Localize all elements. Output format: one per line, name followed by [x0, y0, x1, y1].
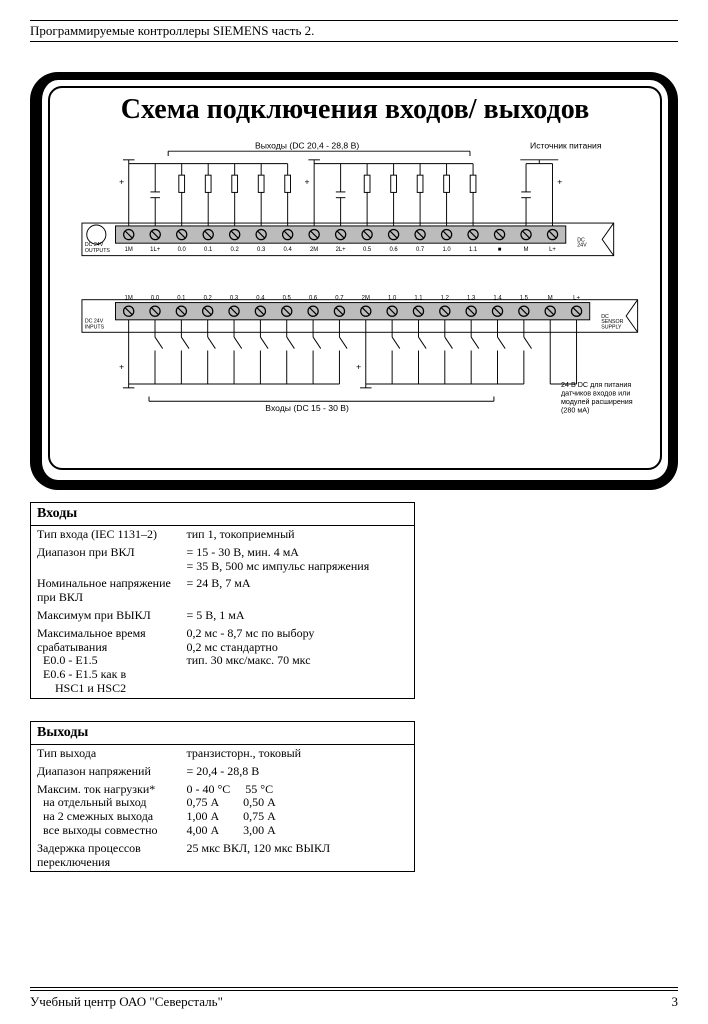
svg-text:1.5: 1.5	[520, 296, 529, 302]
spec-value: = 15 - 30 В, мин. 4 мА= 35 В, 500 мс имп…	[181, 544, 415, 576]
svg-text:24 В DC для питания: 24 В DC для питания	[561, 381, 631, 389]
svg-text:0.6: 0.6	[309, 296, 318, 302]
svg-text:2L+: 2L+	[336, 247, 347, 253]
svg-text:(280 мA): (280 мA)	[561, 407, 589, 415]
svg-text:+: +	[119, 177, 124, 187]
svg-text:2M: 2M	[362, 296, 370, 302]
svg-text:+: +	[356, 362, 361, 372]
svg-text:M: M	[548, 296, 553, 302]
svg-text:0.3: 0.3	[230, 296, 239, 302]
svg-text:0.5: 0.5	[283, 296, 292, 302]
svg-text:+: +	[557, 177, 562, 187]
spec-label: Диапазон при ВКЛ	[31, 544, 181, 576]
spec-value: = 5 В, 1 мА	[181, 607, 415, 625]
svg-text:Источник питания: Источник питания	[530, 140, 602, 150]
inputs-spec-table: Входы Тип входа (IEC 1131–2)тип 1, токоп…	[30, 502, 415, 699]
spec-value: 0 - 40 °C 55 °C0,75 А 0,50 А1,00 А 0,75 …	[181, 781, 415, 840]
spec-label: Номинальное напряжение при ВКЛ	[31, 575, 181, 607]
svg-text:INPUTS: INPUTS	[85, 324, 105, 330]
outputs-table-header: Выходы	[31, 721, 415, 744]
svg-text:L+: L+	[549, 247, 556, 253]
svg-text:1M: 1M	[125, 296, 133, 302]
svg-text:Выходы (DC 20,4 - 28,8 В): Выходы (DC 20,4 - 28,8 В)	[255, 140, 359, 150]
spec-value: 0,2 мс - 8,7 мс по выбору0,2 мс стандарт…	[181, 625, 415, 698]
spec-label: Максимальное время срабатывания E0.0 - E…	[31, 625, 181, 698]
svg-text:1.0: 1.0	[388, 296, 397, 302]
svg-text:1.1: 1.1	[469, 247, 477, 253]
svg-text:0.2: 0.2	[231, 247, 239, 253]
spec-label: Тип входа (IEC 1131–2)	[31, 526, 181, 544]
outputs-spec-table: Выходы Тип выходатранзисторн., токовыйДи…	[30, 721, 415, 872]
rule-top	[30, 20, 678, 21]
svg-text:1.4: 1.4	[493, 296, 502, 302]
svg-text:0.0: 0.0	[151, 296, 160, 302]
svg-text:+: +	[119, 362, 124, 372]
rule-under-header	[30, 41, 678, 42]
rule-foot-2	[30, 990, 678, 991]
svg-text:1L+: 1L+	[150, 247, 161, 253]
page-header: Программируемые контроллеры SIEMENS част…	[30, 23, 678, 39]
svg-text:+: +	[305, 177, 310, 187]
svg-text:0.3: 0.3	[257, 247, 266, 253]
svg-text:0.6: 0.6	[389, 247, 398, 253]
svg-text:1.0: 1.0	[442, 247, 451, 253]
wiring-diagram-inner: Схема подключения входов/ выходов 1M 1L+ 0…	[48, 86, 662, 470]
spec-label: Тип выхода	[31, 744, 181, 762]
svg-text:датчиков входов или: датчиков входов или	[561, 390, 630, 398]
inputs-table-header: Входы	[31, 503, 415, 526]
svg-text:1M: 1M	[125, 247, 133, 253]
svg-text:1.2: 1.2	[441, 296, 449, 302]
svg-text:0.1: 0.1	[204, 247, 212, 253]
svg-text:2M: 2M	[310, 247, 318, 253]
spec-label: Максим. ток нагрузки* на отдельный выход…	[31, 781, 181, 840]
spec-value: = 24 В, 7 мА	[181, 575, 415, 607]
svg-text:Входы (DC 15 - 30 В): Входы (DC 15 - 30 В)	[265, 403, 349, 413]
spec-value: транзисторн., токовый	[181, 744, 415, 762]
diagram-title: Схема подключения входов/ выходов	[58, 94, 652, 126]
svg-text:1.1: 1.1	[414, 296, 422, 302]
svg-text:■: ■	[498, 247, 502, 253]
svg-text:0.2: 0.2	[204, 296, 212, 302]
svg-text:24V: 24V	[577, 243, 587, 249]
svg-text:0.1: 0.1	[177, 296, 185, 302]
spec-value: тип 1, токоприемный	[181, 526, 415, 544]
svg-text:0.4: 0.4	[256, 296, 265, 302]
svg-text:0.7: 0.7	[335, 296, 343, 302]
page-footer: Учебный центр ОАО "Северсталь" 3	[30, 987, 678, 1010]
svg-text:SUPPLY: SUPPLY	[601, 324, 622, 330]
spec-value: = 20,4 - 28,8 В	[181, 763, 415, 781]
svg-text:модулей расширения: модулей расширения	[561, 398, 633, 406]
footer-page: 3	[672, 994, 679, 1010]
footer-org: Учебный центр ОАО "Северсталь"	[30, 994, 223, 1010]
spec-label: Задержка процессов переключения	[31, 840, 181, 872]
svg-text:0.7: 0.7	[416, 247, 424, 253]
svg-text:L+: L+	[573, 296, 580, 302]
wiring-diagram-svg: 1M 1L+ 0.0 0.1 0.2 0.3 0.4 2M 2L+ 0.5 0.6 0.7 1.0 1.1…	[58, 128, 652, 462]
spec-value: 25 мкс ВКЛ, 120 мкс ВЫКЛ	[181, 840, 415, 872]
svg-text:0.5: 0.5	[363, 247, 372, 253]
svg-text:0.4: 0.4	[284, 247, 293, 253]
spec-label: Максимум при ВЫКЛ	[31, 607, 181, 625]
svg-text:OUTPUTS: OUTPUTS	[85, 248, 111, 254]
svg-text:0.0: 0.0	[178, 247, 187, 253]
spec-label: Диапазон напряжений	[31, 763, 181, 781]
svg-text:1.3: 1.3	[467, 296, 476, 302]
rule-foot-1	[30, 987, 678, 988]
wiring-diagram-frame: Схема подключения входов/ выходов 1M 1L+ 0…	[30, 72, 678, 490]
svg-text:M: M	[524, 247, 529, 253]
